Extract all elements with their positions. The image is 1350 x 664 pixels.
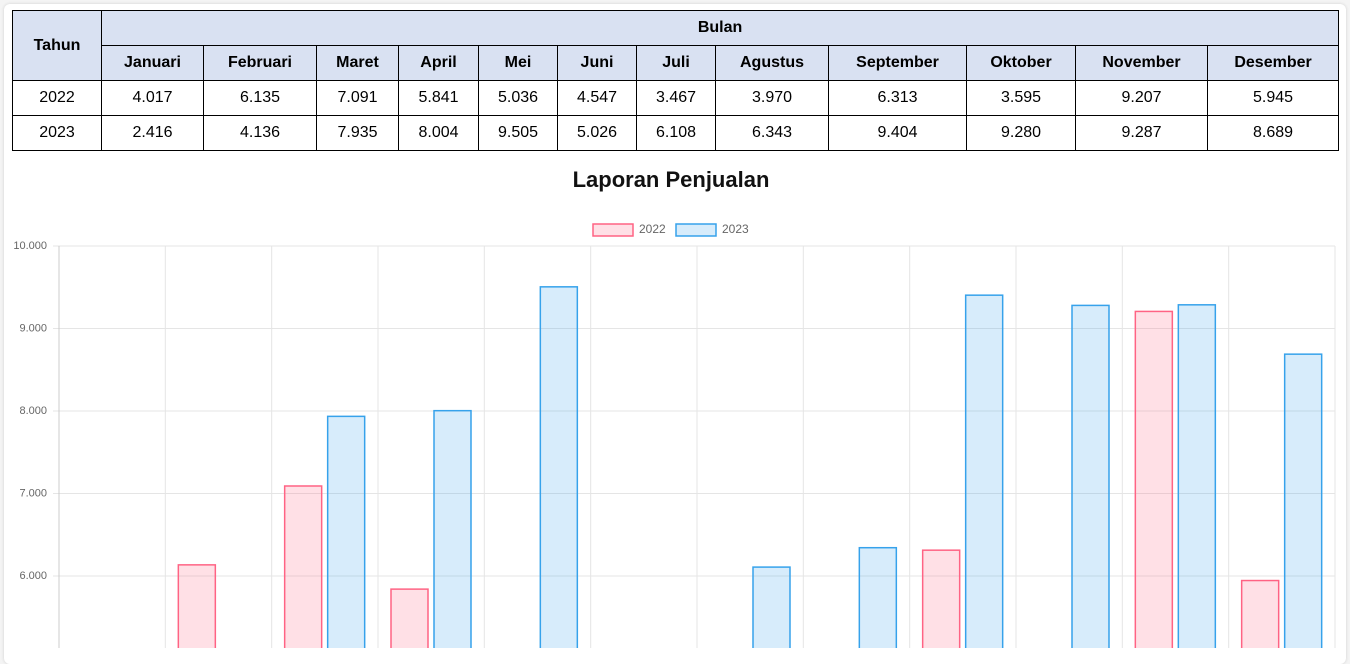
value-cell: 4.547 [557, 80, 637, 116]
table-row: Januari Februari Maret April Mei Juni Juli Agus… [13, 45, 1340, 81]
value-cell: 9.280 [966, 115, 1076, 151]
year-cell: 2022 [12, 80, 102, 116]
value-cell: 4.136 [203, 115, 317, 151]
y-tick-label: 8.000 [19, 405, 47, 417]
legend-swatch [675, 223, 717, 237]
month-cell: Februari [203, 45, 317, 81]
bar [177, 564, 217, 648]
month-cell: September [828, 45, 967, 81]
value-cell: 3.467 [636, 80, 716, 116]
value-cell: 6.108 [636, 115, 716, 151]
bar [1240, 579, 1280, 648]
chart-title: Laporan Penjualan [573, 167, 770, 192]
bar [283, 485, 323, 648]
value-cell: 5.026 [557, 115, 637, 151]
chart: Laporan Penjualan 6.000 7.000 8.000 9.000 10… [13, 167, 1336, 648]
bar [921, 549, 961, 648]
month-cell: Desember [1206, 45, 1340, 81]
month-cell: Agustus [715, 45, 829, 81]
value-cell: 9.404 [828, 115, 967, 151]
value-cell: 6.313 [828, 80, 967, 116]
y-tick-label: 6.000 [19, 570, 47, 582]
month-cell: Oktober [966, 45, 1076, 81]
table-row: Tahun Bulan [12, 10, 1340, 81]
bar [752, 566, 791, 648]
value-cell: 8.689 [1206, 115, 1340, 151]
value-cell: 5.036 [478, 80, 558, 116]
bar [964, 294, 1004, 648]
bar [433, 409, 472, 648]
month-cell: Mei [478, 45, 558, 81]
bar [1071, 304, 1110, 648]
month-cell: Maret [316, 45, 399, 81]
year-header: Tahun [12, 10, 102, 81]
value-cell: 5.945 [1206, 80, 1340, 116]
y-tick-label: 10.000 [13, 240, 47, 252]
value-cell: 9.505 [478, 115, 558, 151]
year-cell: 2023 [12, 115, 102, 151]
y-tick-label: 7.000 [19, 487, 47, 499]
value-cell: 4.017 [101, 80, 204, 116]
bar [539, 286, 579, 648]
bar [390, 588, 429, 648]
legend-label: 2022 [639, 222, 666, 236]
table-row: 2023 2.416 4.136 7.935 8.004 9.505 5.026 6.108 6… [12, 115, 1340, 151]
data-table: Tahun Bulan Januari Februari Maret April Mei Ju… [12, 10, 1340, 151]
value-cell: 7.935 [316, 115, 399, 151]
value-cell: 6.343 [715, 115, 829, 151]
value-cell: 8.004 [398, 115, 479, 151]
bar [858, 546, 898, 648]
value-cell: 5.841 [398, 80, 479, 116]
month-cell: November [1075, 45, 1208, 81]
month-cell: Juni [557, 45, 637, 81]
y-tick-label: 9.000 [19, 322, 47, 334]
month-cell: April [398, 45, 479, 81]
bar [326, 415, 366, 648]
month-cell: Juli [636, 45, 716, 81]
month-header: Bulan [100, 10, 1340, 46]
legend-swatch [592, 223, 634, 237]
legend-label: 2023 [722, 222, 749, 236]
bar [1283, 353, 1323, 648]
bar [1177, 304, 1217, 648]
bar [1134, 310, 1174, 648]
